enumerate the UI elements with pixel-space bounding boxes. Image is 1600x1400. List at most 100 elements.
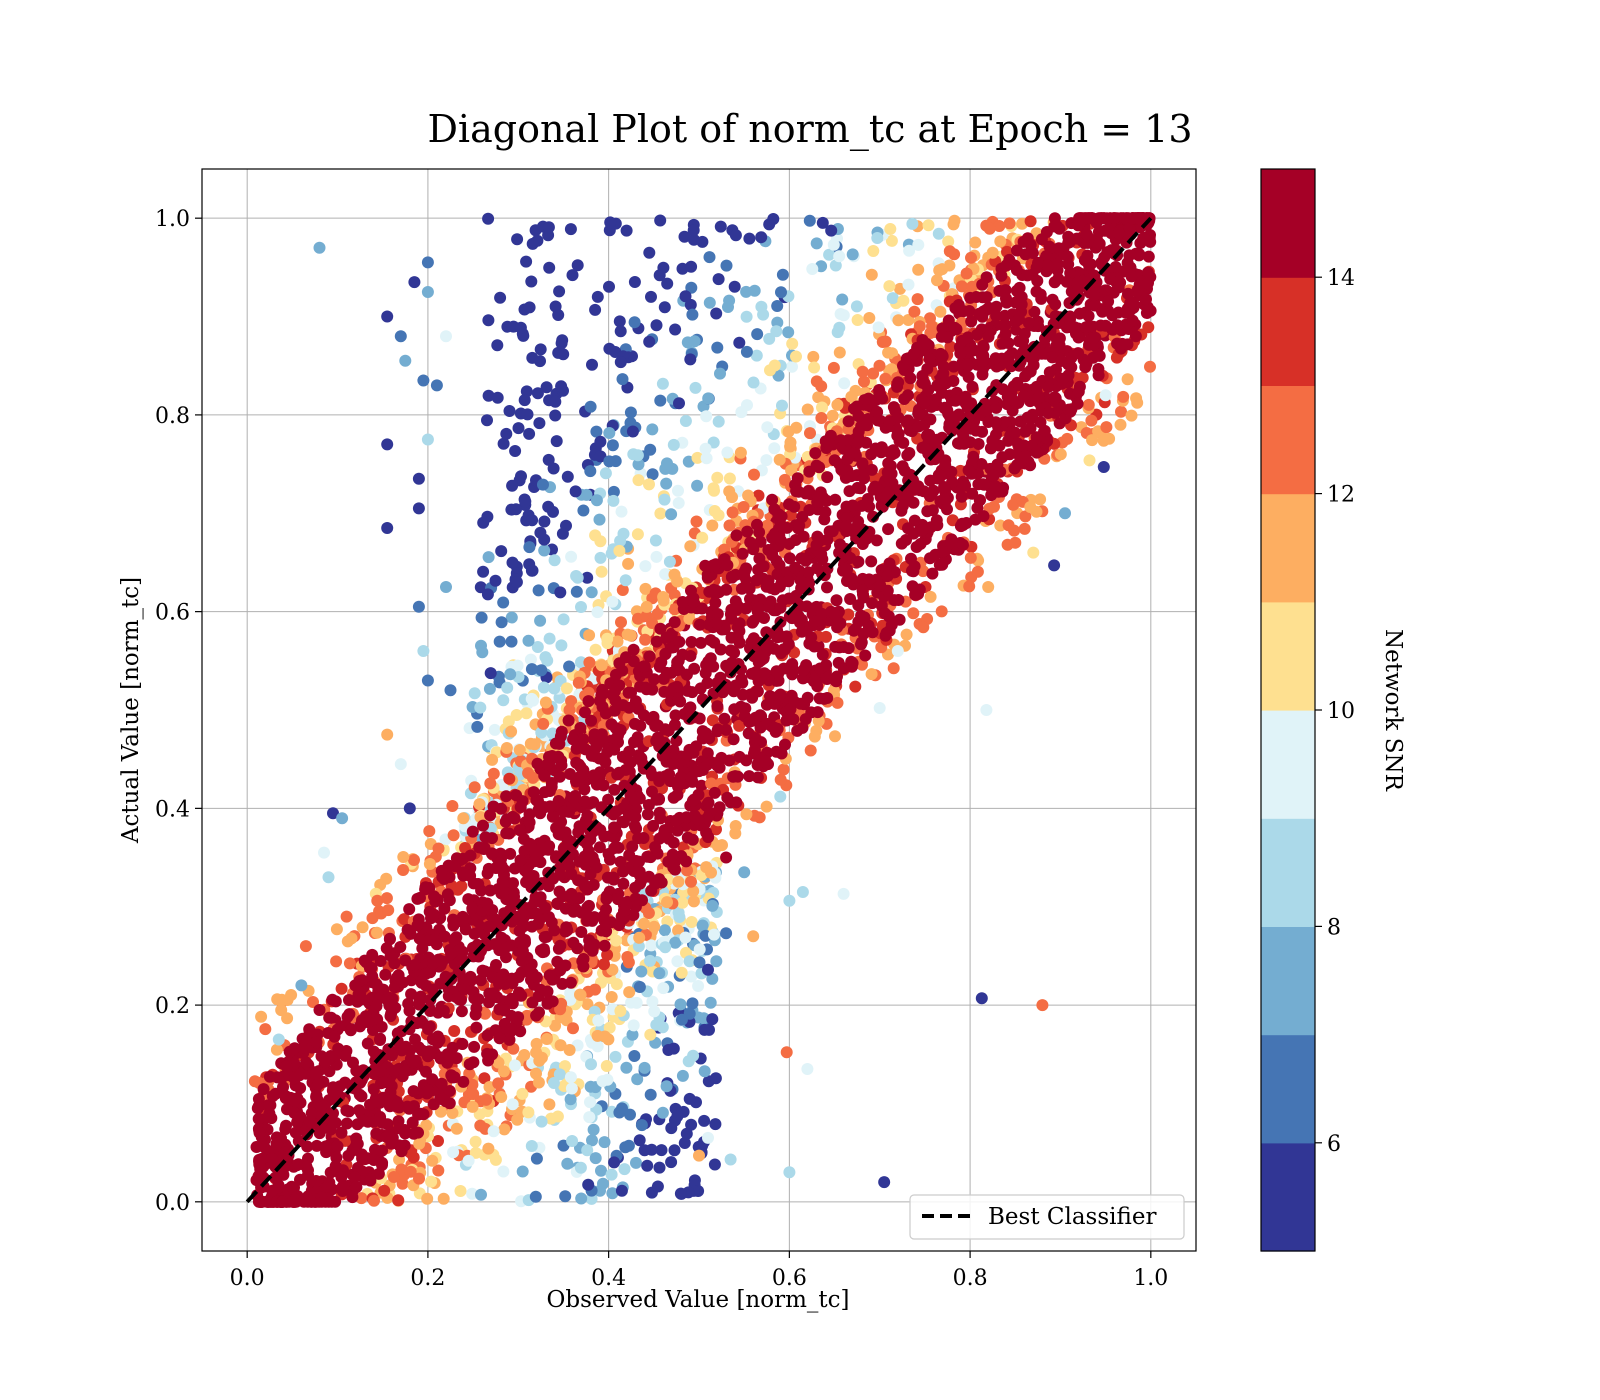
scatter-point [730, 796, 743, 809]
scatter-point [578, 783, 591, 796]
scatter-point [1109, 261, 1122, 273]
scatter-point [803, 637, 816, 650]
scatter-point [574, 988, 586, 1001]
scatter-point [856, 365, 869, 378]
scatter-point [902, 389, 914, 402]
scatter-point [747, 376, 760, 389]
scatter-point [825, 224, 838, 237]
scatter-point [704, 996, 717, 1009]
scatter-point [620, 224, 633, 237]
scatter-point [567, 936, 580, 949]
scatter-point [930, 514, 943, 527]
scatter-point [564, 223, 577, 236]
scatter-point [668, 589, 681, 602]
scatter-point [705, 777, 718, 790]
scatter-point [712, 415, 725, 428]
scatter-point [478, 1072, 491, 1085]
scatter-point [613, 544, 626, 557]
scatter-point [852, 515, 865, 528]
scatter-point [1073, 307, 1086, 320]
scatter-point [342, 1105, 355, 1118]
scatter-point [700, 861, 713, 874]
scatter-point [411, 919, 424, 932]
scatter-point [406, 1116, 419, 1129]
scatter-point [535, 1115, 548, 1128]
scatter-point [665, 508, 678, 521]
scatter-point [534, 343, 547, 356]
scatter-point [651, 1180, 664, 1193]
scatter-point [912, 263, 925, 276]
scatter-point [583, 629, 596, 642]
scatter-point [446, 1107, 459, 1119]
scatter-point [456, 1038, 469, 1050]
scatter-point [601, 1073, 614, 1086]
scatter-point [1048, 276, 1061, 289]
scatter-point [714, 643, 727, 656]
scatter-point [686, 686, 699, 699]
scatter-point [610, 805, 623, 818]
scatter-point [481, 588, 494, 601]
scatter-point [712, 509, 725, 522]
scatter-point [280, 1060, 293, 1073]
scatter-point [962, 464, 975, 477]
scatter-point [580, 488, 593, 501]
scatter-point [816, 401, 828, 414]
scatter-point [1051, 257, 1064, 270]
scatter-point [751, 518, 763, 531]
scatter-point [684, 353, 697, 366]
scatter-point [888, 594, 901, 607]
scatter-point [790, 350, 802, 363]
scatter-point [630, 1156, 642, 1169]
scatter-point [516, 1165, 529, 1178]
scatter-point [980, 404, 993, 417]
scatter-point [462, 1154, 475, 1167]
scatter-point [457, 812, 470, 825]
scatter-point [963, 580, 976, 593]
scatter-point [913, 320, 926, 333]
scatter-point [310, 1139, 323, 1152]
scatter-point [696, 602, 709, 615]
scatter-point [703, 296, 716, 309]
scatter-point [346, 1191, 359, 1204]
scatter-point [563, 1044, 576, 1056]
scatter-point [597, 779, 610, 792]
scatter-point [253, 1126, 266, 1139]
scatter-point [396, 1070, 409, 1083]
scatter-point [886, 347, 899, 360]
scatter-point [607, 485, 620, 498]
scatter-point [482, 551, 495, 564]
scatter-point [615, 505, 628, 518]
scatter-point [686, 997, 699, 1010]
scatter-point [627, 655, 640, 668]
scatter-point [349, 979, 362, 992]
scatter-point [575, 601, 587, 613]
scatter-point [793, 519, 806, 532]
scatter-point [906, 217, 919, 230]
scatter-point [497, 878, 510, 891]
scatter-point [522, 1106, 535, 1119]
scatter-point [761, 421, 774, 434]
scatter-point [594, 535, 607, 548]
scatter-point [628, 1050, 641, 1062]
scatter-point [723, 754, 736, 767]
scatter-point [696, 235, 709, 248]
scatter-point [387, 1171, 400, 1183]
scatter-point [773, 559, 786, 572]
scatter-point [808, 730, 821, 743]
scatter-point [520, 707, 533, 720]
scatter-point [513, 824, 526, 837]
scatter-point [475, 611, 488, 624]
scatter-point [674, 771, 687, 784]
scatter-point [696, 531, 709, 544]
scatter-point [703, 251, 716, 264]
scatter-point [483, 682, 496, 695]
scatter-point [671, 789, 684, 801]
scatter-point [617, 699, 629, 712]
scatter-point [464, 970, 477, 983]
scatter-point [762, 638, 775, 651]
scatter-point [746, 691, 759, 704]
scatter-point [520, 255, 533, 268]
scatter-point [287, 1195, 300, 1208]
scatter-point [687, 895, 700, 908]
scatter-point [883, 557, 896, 570]
